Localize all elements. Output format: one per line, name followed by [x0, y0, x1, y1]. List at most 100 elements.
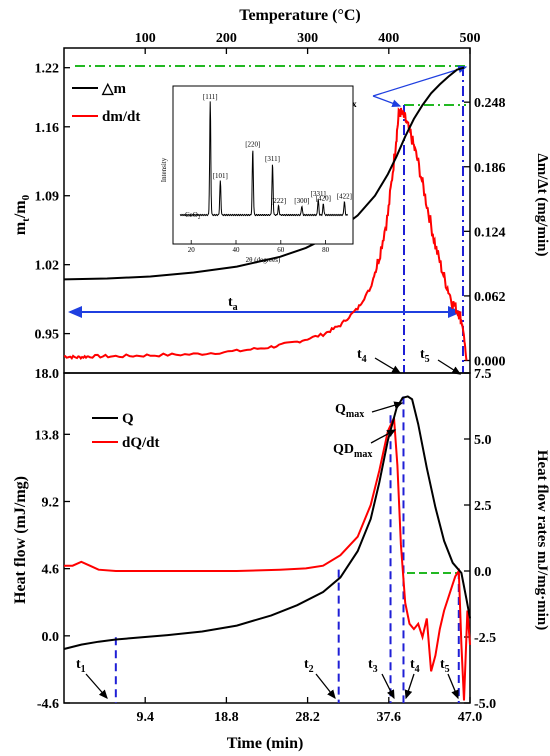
dm-dt-series-line: [63, 107, 468, 361]
t2-sub: 2: [309, 664, 314, 675]
bottom-left-tick-label: -4.6: [37, 697, 59, 712]
legend-q-label: Q: [122, 411, 134, 427]
top-x-tick-label: 500: [460, 31, 481, 46]
bottom-right-tick-label: 0.0: [474, 565, 492, 580]
ylabel-slash-m: /m: [12, 200, 29, 219]
top-panel: Temperature (°C) 100 200 300 400 500 0.951.0…: [12, 7, 550, 375]
t4-bottom-main: t: [410, 657, 415, 672]
t5-bottom-main: t: [440, 657, 445, 672]
inset-x-tick-label: 80: [322, 246, 330, 254]
t4-bottom-arrow: [404, 673, 415, 700]
bottom-x-ticks: 9.4 18.8 28.2 37.6 47.0: [136, 697, 482, 725]
rate-max-pointer: [372, 95, 402, 107]
top-right-y-axis-label: ∆m/∆t (mg/min): [534, 154, 550, 257]
bottom-x-axis-label: Time (min): [227, 735, 304, 752]
t3-main: t: [368, 657, 373, 672]
t5-bottom-arrow: [447, 673, 459, 700]
top-right-tick-label: 0.124: [474, 225, 506, 240]
t4-top-label: t4: [357, 347, 367, 365]
inset-x-tick-label: 40: [233, 246, 241, 254]
bottom-left-y-ticks: -4.6 0.0 4.6 9.2 13.8 18.0: [35, 367, 70, 712]
t5-top-sub: 5: [425, 354, 430, 365]
bottom-panel: 9.4 18.8 28.2 37.6 47.0 Time (min) -4.6 0.0 4.…: [12, 367, 550, 752]
mass-series-line: [63, 66, 465, 281]
t3-arrow: [381, 673, 395, 700]
top-x-tick-label: 300: [297, 31, 318, 46]
t1-main: t: [76, 657, 81, 672]
time-guide-lines: [114, 396, 460, 703]
top-x-tick-label: 100: [135, 31, 156, 46]
xrd-peak-label: [420]: [316, 195, 331, 203]
top-left-tick-label: 1.22: [35, 62, 60, 77]
bottom-right-y-axis-label: Heat flow rates mJ/mg·min): [534, 450, 550, 630]
legend-dqdt-label: dQ/dt: [122, 435, 160, 451]
bottom-left-tick-label: 18.0: [35, 367, 60, 382]
bottom-right-tick-label: -5.0: [474, 697, 496, 712]
inset-x-tick-label: 20: [188, 246, 196, 254]
t2-main: t: [304, 657, 309, 672]
ylabel-m: m: [12, 221, 29, 235]
xrd-peak-label: [300]: [294, 197, 309, 205]
bottom-left-tick-label: 4.6: [42, 563, 60, 578]
xrd-peak-label: [331]: [311, 190, 326, 198]
inset-x-label: 2θ (degrees): [246, 256, 281, 264]
t1-sub: 1: [81, 664, 86, 675]
inset-y-label: Intensity: [160, 157, 168, 182]
bottom-x-tick-label: 37.6: [377, 710, 402, 725]
xrd-inset: Intensity 2θ (degrees) CeO2 20 40 60 80 [11…: [160, 85, 354, 264]
ylabel-sub-0: 0: [20, 194, 32, 200]
ta-main: t: [228, 295, 233, 310]
t4-top-sub: 4: [362, 354, 367, 365]
top-left-y-axis-label: mt/m0: [12, 194, 32, 235]
top-right-y-ticks: 0.000 0.062 0.124 0.186 0.248: [464, 96, 506, 370]
ylabel-sub-t: t: [20, 218, 32, 222]
top-left-tick-label: 1.16: [35, 121, 60, 136]
t4-bottom-label: t4: [410, 657, 420, 675]
bottom-left-tick-label: 9.2: [42, 495, 60, 510]
t3-sub: 3: [373, 664, 378, 675]
xrd-peak-label: [220]: [245, 140, 260, 148]
top-right-tick-label: 0.000: [474, 355, 506, 370]
xrd-peak-labels: [111] [101] [220] [311] [222] [300][331][420]…: [203, 93, 352, 205]
t4-top-arrow: [374, 357, 402, 374]
bottom-left-y-axis-label: Heat flow (mJ/mg): [12, 476, 29, 604]
bottom-legend: Q dQ/dt: [92, 411, 160, 451]
top-x-tick-label: 400: [378, 31, 399, 46]
t4-top-main: t: [357, 347, 362, 362]
qdmax-arrow: [370, 429, 397, 444]
t2-arrow: [315, 673, 336, 700]
xrd-peak-label: [311]: [265, 155, 280, 163]
qmax-label: Qmax: [335, 402, 364, 420]
bottom-left-tick-label: 13.8: [35, 428, 60, 443]
t5-bottom-label: t5: [440, 657, 450, 675]
xrd-pattern-line: [179, 101, 349, 217]
bottom-x-tick-label: 47.0: [458, 710, 483, 725]
legend-mass-label: △m: [101, 81, 127, 97]
ta-label: ta: [228, 295, 238, 313]
bottom-left-tick-label: 0.0: [42, 630, 60, 645]
heat-flow-series-line: [63, 395, 471, 650]
t5-top-main: t: [420, 347, 425, 362]
top-left-tick-label: 0.95: [35, 328, 60, 343]
qdmax-label: QDmax: [333, 442, 372, 460]
top-axis-title: Temperature (°C): [239, 7, 360, 24]
top-left-y-ticks: 0.95 1.02 1.09 1.16 1.22: [35, 62, 70, 343]
qdmax-sub: max: [354, 449, 372, 460]
top-legend: △m dm/dt: [72, 81, 140, 125]
bottom-right-tick-label: 7.5: [474, 367, 492, 382]
t3-label: t3: [368, 657, 378, 675]
qmax-arrow: [371, 401, 404, 413]
t5-top-arrow: [437, 359, 462, 375]
top-right-tick-label: 0.186: [474, 161, 506, 176]
qmax-sub: max: [346, 409, 364, 420]
top-left-tick-label: 1.02: [35, 259, 60, 274]
bottom-x-tick-label: 9.4: [136, 710, 154, 725]
t5-bottom-sub: 5: [445, 664, 450, 675]
xrd-peak-label: [222]: [271, 197, 286, 205]
bottom-right-y-ticks: -5.0 -2.5 0.0 2.5 5.0 7.5: [464, 367, 496, 712]
top-x-tick-label: 200: [216, 31, 237, 46]
qdmax-main: QD: [333, 442, 354, 457]
top-right-tick-label: 0.062: [474, 290, 506, 305]
t2-label: t2: [304, 657, 314, 675]
